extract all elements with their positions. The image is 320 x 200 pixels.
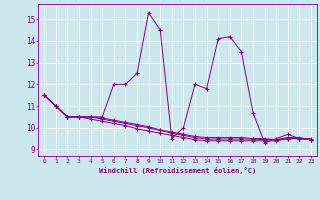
X-axis label: Windchill (Refroidissement éolien,°C): Windchill (Refroidissement éolien,°C) [99,167,256,174]
